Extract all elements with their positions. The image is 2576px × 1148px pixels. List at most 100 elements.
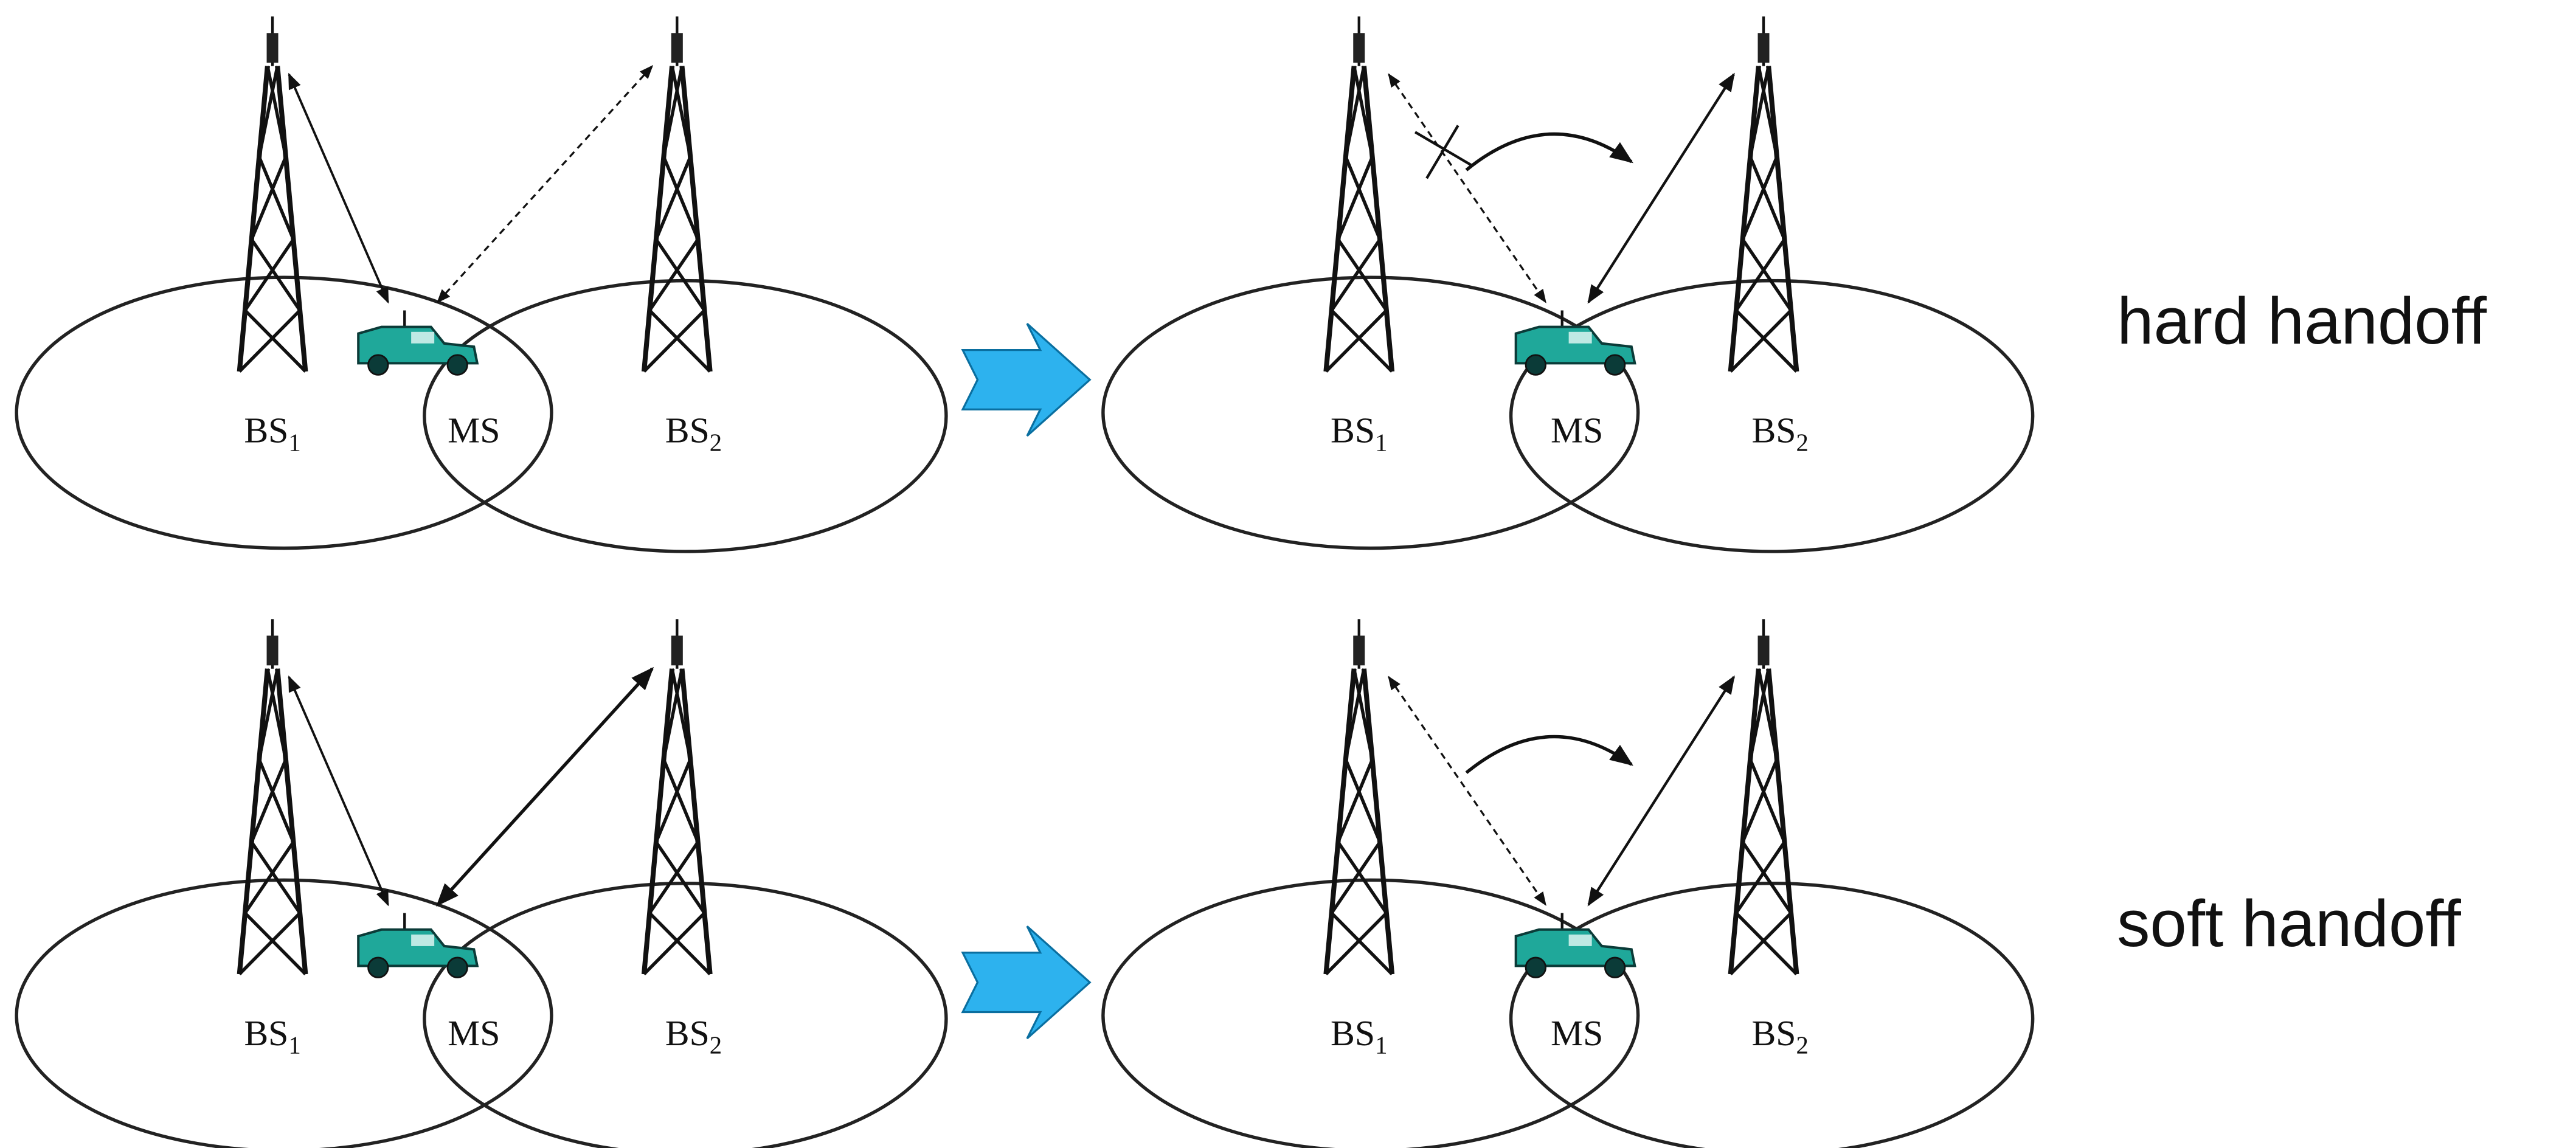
station-label: MS (448, 1013, 500, 1053)
line (1326, 913, 1386, 974)
line (1364, 66, 1392, 372)
wheel (1526, 355, 1546, 375)
antenna (267, 635, 279, 665)
station-label: BS1 (1331, 410, 1387, 457)
line (1731, 669, 1759, 974)
antenna (1758, 33, 1770, 63)
label-text: BS (1331, 410, 1375, 451)
line (1427, 125, 1458, 178)
antenna (267, 33, 279, 63)
label-text: MS (1551, 410, 1603, 451)
antenna (1353, 33, 1365, 63)
line (1332, 310, 1392, 371)
car-window (411, 935, 434, 946)
station-label: BS2 (1751, 1013, 1808, 1059)
line (649, 913, 710, 974)
label-text: BS (1751, 410, 1796, 451)
line (438, 66, 653, 302)
line (1588, 677, 1734, 905)
label-text: MS (448, 410, 500, 451)
line (644, 669, 672, 974)
antenna (1353, 635, 1365, 665)
station-label: BS1 (244, 1013, 300, 1059)
line (240, 66, 268, 372)
wheel (1605, 958, 1625, 978)
wheel (1605, 355, 1625, 375)
station-label: BS2 (665, 410, 722, 457)
transition-arrow (963, 323, 1090, 436)
transition-arrow (963, 926, 1090, 1039)
line (644, 913, 704, 974)
line (240, 913, 300, 974)
label-sub: 2 (1796, 1031, 1809, 1059)
handoff-arrow (1466, 737, 1632, 773)
station-label: BS1 (1331, 1013, 1387, 1059)
label-text: BS (665, 1013, 710, 1053)
station-label: BS2 (665, 1013, 722, 1059)
line (240, 310, 300, 371)
line (1736, 913, 1796, 974)
line (1768, 66, 1796, 372)
label-text: BS (1751, 1013, 1796, 1053)
antenna (1758, 635, 1770, 665)
label-sub: 1 (1375, 1031, 1387, 1059)
line (289, 677, 388, 905)
line (1736, 310, 1796, 371)
label-sub: 1 (288, 429, 300, 456)
car-window (1569, 332, 1592, 344)
station-label: BS2 (1751, 410, 1808, 457)
wheel (369, 958, 389, 978)
line (682, 66, 710, 372)
car-window (1569, 935, 1592, 946)
station-label: MS (1551, 1013, 1603, 1053)
label-text: MS (1551, 1013, 1603, 1053)
label-sub: 2 (710, 429, 722, 456)
handoff-arrow (1466, 134, 1632, 170)
wheel (448, 958, 468, 978)
line (1588, 74, 1734, 302)
line (1389, 74, 1546, 302)
station-label: BS1 (244, 410, 300, 457)
line (649, 310, 710, 371)
label-sub: 1 (1375, 429, 1387, 456)
label-sub: 2 (1796, 429, 1809, 456)
label-sub: 1 (288, 1031, 300, 1059)
line (240, 669, 268, 974)
row-label: soft handoff (2117, 887, 2461, 961)
line (682, 669, 710, 974)
line (1332, 913, 1392, 974)
wheel (1526, 958, 1546, 978)
line (277, 66, 305, 372)
label-text: BS (244, 1013, 288, 1053)
car-window (411, 332, 434, 344)
handoff-diagram: BS1MSBS2BS1MSBS2hard handoffBS1MSBS2BS1M… (0, 0, 2576, 1148)
label-text: BS (1331, 1013, 1375, 1053)
line (1326, 669, 1354, 974)
label-text: BS (665, 410, 710, 451)
line (277, 669, 305, 974)
label-text: MS (448, 1013, 500, 1053)
line (644, 66, 672, 372)
line (245, 310, 305, 371)
station-label: MS (1551, 410, 1603, 451)
line (438, 669, 653, 905)
row-label: hard handoff (2117, 285, 2487, 358)
antenna (671, 33, 683, 63)
label-sub: 2 (710, 1031, 722, 1059)
antenna (671, 635, 683, 665)
line (1389, 677, 1546, 905)
wheel (448, 355, 468, 375)
line (1364, 669, 1392, 974)
line (1326, 66, 1354, 372)
line (1326, 310, 1386, 371)
wheel (369, 355, 389, 375)
line (289, 74, 388, 302)
station-label: MS (448, 410, 500, 451)
line (1768, 669, 1796, 974)
line (1731, 310, 1791, 371)
line (1731, 913, 1791, 974)
line (245, 913, 305, 974)
line (644, 310, 704, 371)
label-text: BS (244, 410, 288, 451)
line (1731, 66, 1759, 372)
